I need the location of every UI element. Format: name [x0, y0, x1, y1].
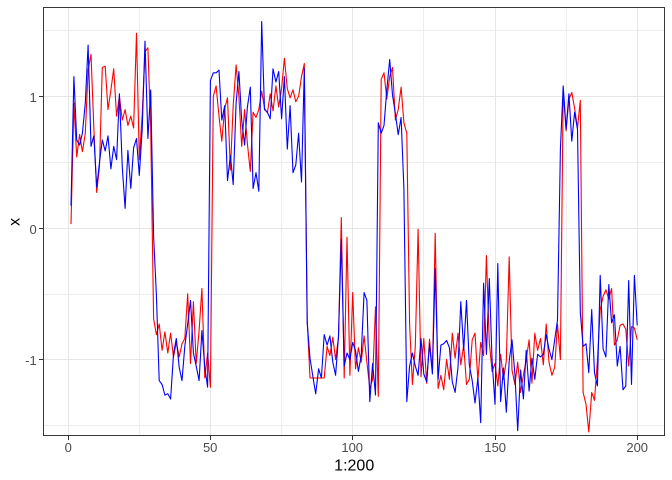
- svg-text:0: 0: [65, 440, 72, 455]
- svg-text:100: 100: [341, 440, 363, 455]
- svg-text:0: 0: [29, 222, 36, 237]
- svg-text:200: 200: [626, 440, 648, 455]
- svg-text:1:200: 1:200: [334, 458, 374, 475]
- svg-text:-1: -1: [25, 353, 37, 368]
- svg-text:150: 150: [484, 440, 506, 455]
- svg-text:1: 1: [29, 90, 36, 105]
- svg-text:50: 50: [203, 440, 217, 455]
- svg-text:x: x: [7, 218, 24, 226]
